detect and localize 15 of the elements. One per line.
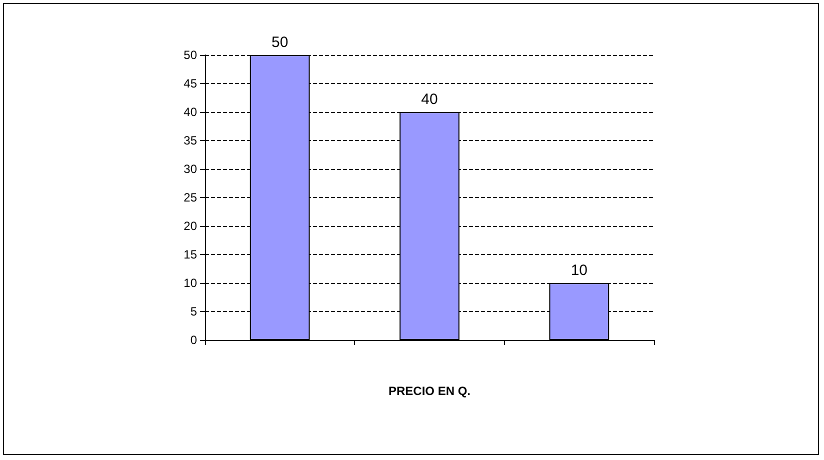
y-tick-label: 0 bbox=[190, 333, 198, 347]
y-tick-label: 50 bbox=[184, 48, 198, 62]
y-tick-label: 40 bbox=[184, 105, 198, 119]
data-label: 50 bbox=[271, 34, 288, 51]
y-tick-label: 10 bbox=[184, 276, 198, 290]
y-tick-label: 30 bbox=[184, 162, 198, 176]
x-axis-title: PRECIO EN Q. bbox=[388, 384, 471, 398]
y-tick-label: 25 bbox=[184, 190, 198, 204]
y-tick-label: 45 bbox=[184, 76, 198, 90]
y-tick-label: 15 bbox=[184, 248, 198, 262]
y-tick-label: 5 bbox=[190, 304, 198, 318]
data-label: 40 bbox=[421, 91, 438, 108]
y-tick-label: 35 bbox=[184, 134, 198, 148]
data-label: 10 bbox=[570, 262, 588, 279]
y-tick-label: 20 bbox=[184, 219, 198, 233]
